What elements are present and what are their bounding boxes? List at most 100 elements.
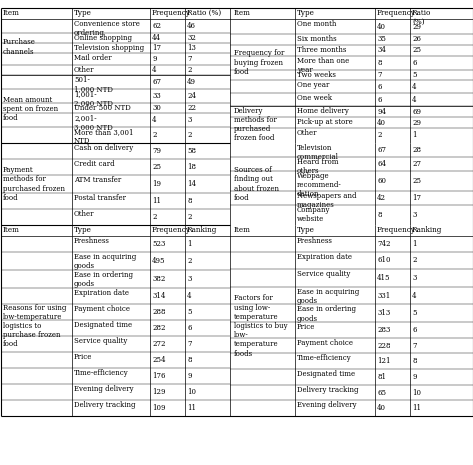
Text: Price: Price <box>74 353 92 361</box>
Text: 7: 7 <box>377 71 382 79</box>
Text: 523: 523 <box>152 240 166 248</box>
Text: Time-efficiency: Time-efficiency <box>74 369 129 377</box>
Text: Six months: Six months <box>297 35 337 43</box>
Text: 2: 2 <box>152 213 157 221</box>
Text: 2: 2 <box>187 213 192 221</box>
Text: 742: 742 <box>377 240 391 248</box>
Text: Time-efficiency: Time-efficiency <box>297 354 352 362</box>
Text: Payment
methods for
purchased frozen
food: Payment methods for purchased frozen foo… <box>3 166 65 202</box>
Text: Heard from
others: Heard from others <box>297 158 339 175</box>
Text: Sources of
finding out
about frozen
food: Sources of finding out about frozen food <box>234 166 279 202</box>
Text: 8: 8 <box>412 357 417 365</box>
Text: Evening delivery: Evening delivery <box>297 401 357 409</box>
Text: 1: 1 <box>412 240 417 248</box>
Text: 283: 283 <box>377 326 390 334</box>
Text: 5: 5 <box>187 308 192 316</box>
Text: 35: 35 <box>377 35 386 44</box>
Text: Ease in acquiring
goods: Ease in acquiring goods <box>74 253 136 270</box>
Text: 32: 32 <box>187 34 196 42</box>
Text: Payment choice: Payment choice <box>74 305 130 313</box>
Text: 79: 79 <box>152 147 161 155</box>
Text: 8: 8 <box>187 356 192 364</box>
Text: 94: 94 <box>377 108 386 116</box>
Text: Ease in ordering
goods: Ease in ordering goods <box>74 271 133 288</box>
Text: 3: 3 <box>412 274 416 282</box>
Text: 40: 40 <box>377 22 386 31</box>
Text: 25: 25 <box>412 177 421 185</box>
Text: Price: Price <box>297 323 315 331</box>
Text: 3: 3 <box>187 116 192 124</box>
Text: Expiration date: Expiration date <box>74 289 129 297</box>
Text: Freshness: Freshness <box>74 237 110 245</box>
Text: 4: 4 <box>152 66 157 74</box>
Text: 1,001-
2,000 NTD: 1,001- 2,000 NTD <box>74 90 113 107</box>
Text: One month: One month <box>297 20 336 28</box>
Text: 610: 610 <box>377 257 391 265</box>
Text: 40: 40 <box>377 404 386 412</box>
Text: Pick-up at store: Pick-up at store <box>297 118 353 126</box>
Text: 60: 60 <box>377 177 386 185</box>
Text: 121: 121 <box>377 357 391 365</box>
Text: 10: 10 <box>412 389 421 397</box>
Text: 2,001-
3,000 NTD: 2,001- 3,000 NTD <box>74 114 113 131</box>
Text: Type: Type <box>74 9 92 17</box>
Text: Ratio
(%): Ratio (%) <box>412 9 431 26</box>
Text: 4: 4 <box>412 292 417 299</box>
Text: Payment choice: Payment choice <box>297 339 353 347</box>
Text: 17: 17 <box>152 44 161 52</box>
Text: 2: 2 <box>187 66 192 74</box>
Text: 5: 5 <box>412 309 417 317</box>
Text: 3: 3 <box>412 211 416 219</box>
Text: 6: 6 <box>377 96 382 104</box>
Text: 501-
1,000 NTD: 501- 1,000 NTD <box>74 76 113 93</box>
Text: Service quality: Service quality <box>74 337 127 345</box>
Text: Postal transfer: Postal transfer <box>74 194 126 202</box>
Text: Service quality: Service quality <box>297 270 350 278</box>
Text: 40: 40 <box>377 119 386 126</box>
Text: 22: 22 <box>187 104 196 112</box>
Text: 29: 29 <box>412 22 421 31</box>
Text: 64: 64 <box>377 160 386 168</box>
Text: 7: 7 <box>187 55 192 63</box>
Text: Webpage
recommend-
dation: Webpage recommend- dation <box>297 172 342 199</box>
Text: Frequency: Frequency <box>152 9 191 17</box>
Text: 6: 6 <box>377 83 382 91</box>
Text: 49: 49 <box>187 78 196 86</box>
Text: 272: 272 <box>152 340 166 348</box>
Text: Cash on delivery: Cash on delivery <box>74 144 133 152</box>
Text: 18: 18 <box>187 163 196 171</box>
Text: 69: 69 <box>412 108 421 116</box>
Text: 314: 314 <box>152 292 166 300</box>
Text: 46: 46 <box>187 22 196 30</box>
Text: Other: Other <box>297 129 317 137</box>
Text: 1: 1 <box>412 132 417 140</box>
Text: 129: 129 <box>152 388 166 396</box>
Text: 81: 81 <box>377 373 386 381</box>
Text: ATM transfer: ATM transfer <box>74 176 121 184</box>
Text: 4: 4 <box>152 116 157 124</box>
Text: 34: 34 <box>377 46 386 54</box>
Text: 9: 9 <box>152 55 157 63</box>
Text: 109: 109 <box>152 404 166 412</box>
Text: Online shopping: Online shopping <box>74 34 132 42</box>
Text: 228: 228 <box>377 342 391 350</box>
Text: Designated time: Designated time <box>297 370 355 378</box>
Text: 288: 288 <box>152 308 166 316</box>
Text: 1: 1 <box>187 240 192 248</box>
Text: Newspapers and
magazines: Newspapers and magazines <box>297 192 357 209</box>
Text: 28: 28 <box>412 146 421 154</box>
Text: Frequency for
buying frozen
food: Frequency for buying frozen food <box>234 49 284 76</box>
Text: 58: 58 <box>187 147 196 155</box>
Text: Evening delivery: Evening delivery <box>74 385 134 393</box>
Text: One year: One year <box>297 81 329 89</box>
Text: 8: 8 <box>187 197 192 205</box>
Text: 9: 9 <box>187 372 192 380</box>
Text: Expiration date: Expiration date <box>297 252 352 261</box>
Text: 5: 5 <box>412 71 417 79</box>
Text: Ranking: Ranking <box>412 226 442 234</box>
Text: Type: Type <box>297 9 315 17</box>
Text: 415: 415 <box>377 274 391 282</box>
Text: 7: 7 <box>412 342 417 350</box>
Text: 8: 8 <box>377 59 382 66</box>
Text: Ranking: Ranking <box>187 226 218 234</box>
